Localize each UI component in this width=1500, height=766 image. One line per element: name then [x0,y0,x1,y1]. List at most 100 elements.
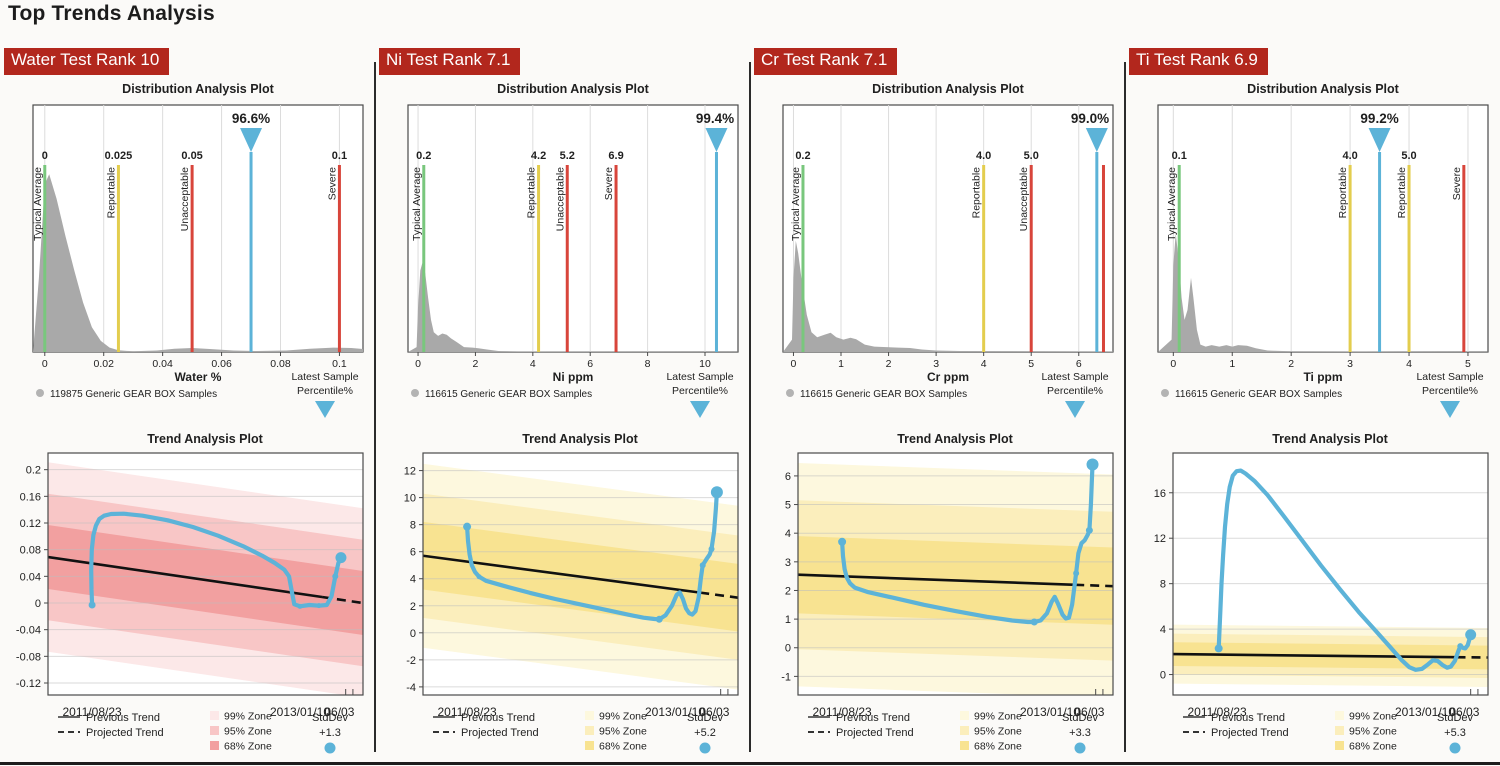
sample-point [463,522,472,531]
test-column-ni: Ni Test Rank 7.1 Distribution Analysis P… [375,0,750,766]
sample-point [1073,570,1080,577]
trend-title: Trend Analysis Plot [522,432,638,446]
sample-point [332,573,339,580]
threshold-label: Severe [603,167,615,200]
y-tick-label: 0.2 [26,465,41,477]
sample-point [335,552,347,564]
test-rank-badge[interactable]: Water Test Rank 10 [4,48,170,75]
samples-legend: 116615 Generic GEAR BOX Samples [1175,389,1342,400]
threshold-value: 0.025 [105,150,133,162]
stddev-dot-icon [699,742,711,754]
x-tick-label: 0.02 [93,358,114,370]
stddev-dot-icon [1074,742,1086,754]
density-area [783,240,1113,352]
sample-trend-curve [464,490,719,622]
test-rank-badge[interactable]: Ti Test Rank 6.9 [1129,48,1268,75]
threshold-value: 5.0 [1024,150,1039,162]
stddev-label: StdDev [312,712,349,724]
previous-trend-label: Previous Trend [461,712,535,724]
zone-label: 99% Zone [599,711,647,723]
y-tick-label: 12 [404,466,416,478]
distribution-title: Distribution Analysis Plot [122,82,274,96]
zone-swatch-icon [585,726,594,735]
confidence-zones [48,462,363,695]
threshold-severe: Severe [1451,165,1466,352]
samples-swatch-icon [411,389,419,397]
threshold-severe: 0.1 Severe [326,150,347,352]
previous-trend-line [1173,652,1457,659]
threshold-reportable: 4.2 Reportable [526,150,546,352]
threshold-value: 5.2 [560,150,575,162]
confidence-zones [798,458,1113,695]
zone-swatch-icon [1335,741,1344,750]
samples-swatch-icon [1161,389,1169,397]
x-date-label: 06/03 [1074,705,1104,719]
zone-label: 99% Zone [1349,711,1397,723]
threshold-value: 0.05 [181,150,202,162]
x-tick-label: 8 [645,358,651,370]
sample-point [1214,644,1223,653]
y-tick-label: 0 [35,598,41,610]
density-area [33,174,363,352]
latest-sample-caption-1: Latest Sample [1041,371,1108,383]
distribution-plot: Distribution Analysis Plot 0.2 Typical Ave… [782,82,1114,418]
threshold-typical-average: 0.2 Typical Average [790,150,811,352]
column-divider [748,62,751,752]
page-title: Top Trends Analysis [8,2,215,25]
percentile-arrow-icon [705,128,728,152]
x-date-label: 2011/08/23 [813,705,872,719]
plot-frame [47,452,364,696]
sample-trend-curve [1216,468,1473,672]
threshold-label: Unacceptable [554,167,566,231]
plot-frame [422,452,739,696]
zone-label: 68% Zone [224,741,272,753]
threshold-severe: 6.9 Severe [603,150,624,352]
threshold-unacceptable: 5.2 Unacceptable [554,150,575,352]
distribution-plot: Distribution Analysis Plot 0.2 Typical Ave… [407,82,739,418]
threshold-value: 0.2 [795,150,810,162]
sample-point [297,603,303,609]
x-tick-label: 3 [1347,358,1353,370]
zone-label: 95% Zone [224,726,272,738]
stddev-label: StdDev [1437,712,1474,724]
x-tick-label: 4 [530,358,536,370]
x-axis-label: Water % [175,370,222,384]
previous-trend-line [798,573,1076,587]
y-tick-label: -0.12 [16,678,41,690]
sample-point [708,545,715,552]
percentile-label: 96.6% [232,111,270,126]
x-tick-label: 3 [933,358,939,370]
threshold-value: 4.2 [531,150,546,162]
zone-label: 68% Zone [1349,741,1397,753]
threshold-value: 0.1 [1172,150,1187,162]
threshold-value: 0 [42,150,48,162]
test-rank-badge[interactable]: Ni Test Rank 7.1 [379,48,521,75]
zone-swatch-icon [960,711,969,720]
x-tick-label: 4 [981,358,987,370]
sample-point [1457,643,1464,650]
threshold-label: Unacceptable [1018,167,1030,231]
y-tick-label: 0 [1160,670,1166,682]
y-tick-label: 4 [785,528,791,540]
sample-point [316,603,322,609]
zone-label: 95% Zone [974,726,1022,738]
percentile-marker: 96.6% [232,111,270,352]
threshold-unacceptable: 5.0 Unacceptable [1018,150,1039,352]
threshold-typical-average: 0.1 Typical Average [1166,150,1187,352]
latest-sample-arrow-icon [1440,401,1460,418]
x-tick-label: 0 [42,358,48,370]
trend-plot: Trend Analysis Plot 6 5 4 3 2 1 0 -1 2011/08/23 20… [781,432,1114,754]
x-tick-label: 0.1 [332,358,347,370]
x-tick-label: 0 [791,358,797,370]
zone-swatch-icon [585,741,594,750]
test-column-ti: Ti Test Rank 6.9 Distribution Analysis P… [1125,0,1500,766]
percentile-arrow-icon [240,128,263,152]
y-tick-label: 2 [785,585,791,597]
percentile-marker: 99.2% [1360,111,1399,352]
x-tick-label: 0 [1170,358,1176,370]
threshold-label: Severe [326,167,338,200]
test-rank-badge[interactable]: Cr Test Rank 7.1 [754,48,898,75]
sample-point [710,486,723,499]
y-tick-label: 4 [410,574,416,586]
x-date-label: 2011/08/23 [438,705,497,719]
